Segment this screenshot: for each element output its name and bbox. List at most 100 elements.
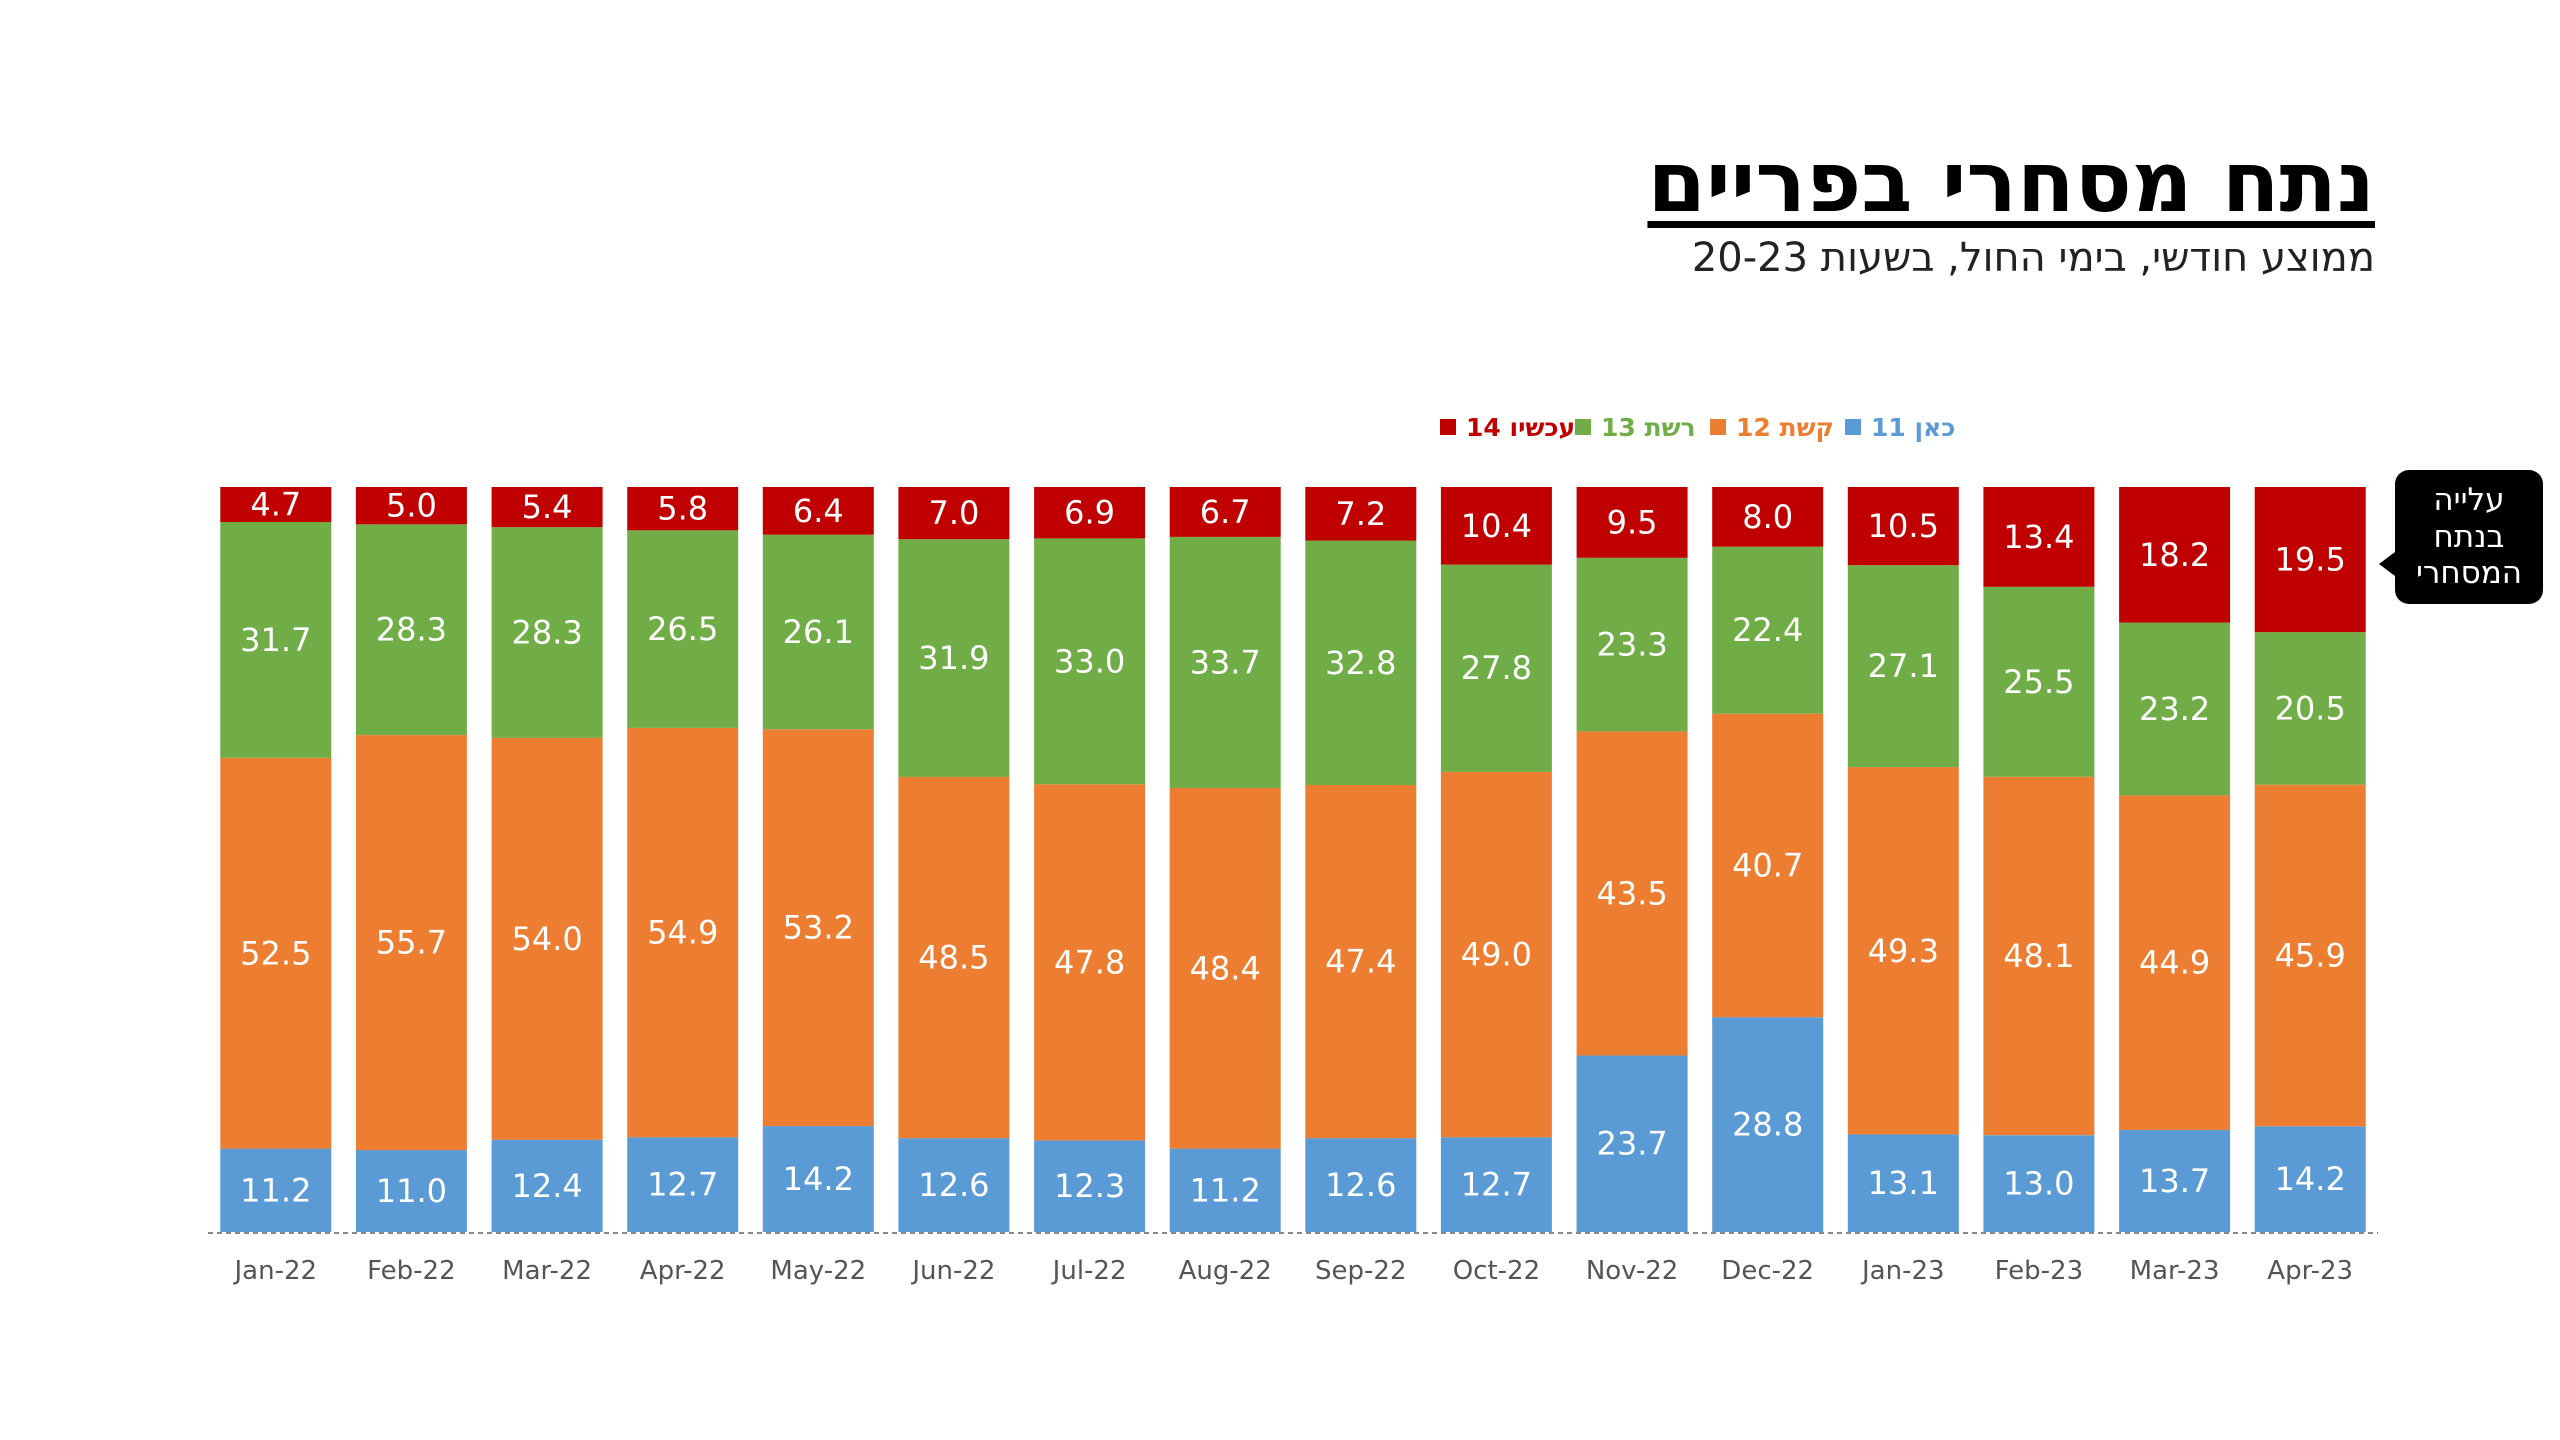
callout-box: עלייה בנתח המסחרי bbox=[2395, 470, 2543, 604]
legend-label: עכשיו 14 bbox=[1466, 413, 1575, 442]
bar-segment-2-Jan-22 bbox=[220, 757, 332, 1149]
bar-segment-2-Jan-23 bbox=[1847, 767, 1959, 1135]
bar-segment-1-Jul-22 bbox=[1034, 1140, 1146, 1232]
x-tick-label: May-22 bbox=[770, 1256, 866, 1286]
data-label: 48.4 bbox=[1190, 949, 1261, 987]
data-label: 5.0 bbox=[386, 487, 437, 525]
bar-segment-2-Mar-23 bbox=[2119, 795, 2231, 1130]
data-label: 23.3 bbox=[1596, 626, 1667, 664]
legend-swatch bbox=[1710, 419, 1726, 435]
x-tick-label: Mar-23 bbox=[2130, 1256, 2220, 1286]
data-label: 31.7 bbox=[240, 621, 311, 659]
data-label: 26.1 bbox=[783, 613, 854, 651]
data-label: 12.3 bbox=[1054, 1167, 1125, 1205]
bar-segment-1-Oct-22 bbox=[1440, 1137, 1552, 1232]
data-label: 19.5 bbox=[2275, 541, 2346, 579]
x-tick-label: Apr-22 bbox=[640, 1256, 726, 1286]
x-tick-label: Feb-23 bbox=[1995, 1256, 2084, 1286]
data-label: 23.7 bbox=[1596, 1125, 1667, 1163]
bar-segment-1-Aug-22 bbox=[1169, 1148, 1281, 1232]
bar-segment-3-Feb-22 bbox=[355, 524, 467, 735]
data-label: 12.6 bbox=[918, 1166, 989, 1204]
data-label: 40.7 bbox=[1732, 847, 1803, 885]
x-tick-label: Mar-22 bbox=[502, 1256, 592, 1286]
data-label: 54.0 bbox=[511, 920, 582, 958]
data-label: 9.5 bbox=[1607, 503, 1658, 541]
data-label: 11.0 bbox=[376, 1172, 447, 1210]
bar-segment-1-Feb-22 bbox=[355, 1150, 467, 1232]
data-label: 12.7 bbox=[1461, 1166, 1532, 1204]
bar-segment-1-May-22 bbox=[762, 1126, 874, 1232]
x-tick-label: Sep-22 bbox=[1315, 1256, 1406, 1286]
chart-legend: עכשיו 14 רשת 13 קשת 12 כאן 11 bbox=[1440, 413, 1955, 442]
chart-title: נתח מסחרי בפריים bbox=[1647, 133, 2375, 231]
data-label: 45.9 bbox=[2275, 937, 2346, 975]
data-label: 47.4 bbox=[1325, 943, 1396, 981]
data-label: 53.2 bbox=[783, 909, 854, 947]
data-label: 47.8 bbox=[1054, 943, 1125, 981]
bar-segment-4-Mar-22 bbox=[491, 487, 603, 528]
bar-segment-3-Jun-22 bbox=[898, 539, 1010, 777]
x-tick-label: Nov-22 bbox=[1586, 1256, 1679, 1286]
data-label: 14.2 bbox=[783, 1160, 854, 1198]
bar-segment-1-Apr-23 bbox=[2254, 1126, 2366, 1232]
data-label: 10.4 bbox=[1461, 507, 1532, 545]
bar-segment-4-Dec-22 bbox=[1712, 487, 1824, 547]
legend-label: קשת 12 bbox=[1736, 413, 1834, 442]
bar-segment-2-Aug-22 bbox=[1169, 788, 1281, 1149]
bar-segment-4-Jul-22 bbox=[1034, 487, 1146, 539]
x-tick-label: Jan-23 bbox=[1860, 1256, 1945, 1286]
data-label: 23.2 bbox=[2139, 690, 2210, 728]
data-label: 13.7 bbox=[2139, 1162, 2210, 1200]
x-tick-label: Aug-22 bbox=[1179, 1256, 1272, 1286]
data-label: 18.2 bbox=[2139, 536, 2210, 574]
bar-segment-4-Oct-22 bbox=[1440, 487, 1552, 565]
bar-segment-1-Dec-22 bbox=[1712, 1017, 1824, 1232]
bar-segment-2-Apr-23 bbox=[2254, 784, 2366, 1127]
bar-segment-1-Mar-22 bbox=[491, 1139, 603, 1232]
data-label: 26.5 bbox=[647, 610, 718, 648]
data-label: 28.3 bbox=[376, 611, 447, 649]
bar-segment-2-Apr-22 bbox=[627, 727, 739, 1138]
data-label: 11.2 bbox=[240, 1171, 311, 1209]
bar-segment-3-Mar-22 bbox=[491, 527, 603, 738]
bar-segment-1-Jan-22 bbox=[220, 1148, 332, 1232]
bar-segment-4-Jan-23 bbox=[1847, 487, 1959, 566]
bar-segment-1-Feb-23 bbox=[1983, 1135, 2095, 1233]
bar-segment-2-Mar-22 bbox=[491, 737, 603, 1140]
bar-segment-4-Apr-22 bbox=[627, 487, 739, 531]
data-label: 25.5 bbox=[2003, 663, 2074, 701]
data-labels-group: 11.2 52.5 31.7 4.7 11.0 55.7 28.3 5.0 12.4 54.0 28… bbox=[240, 486, 2346, 1211]
bar-segment-4-Feb-22 bbox=[355, 487, 467, 525]
data-label: 28.3 bbox=[511, 614, 582, 652]
data-label: 14.2 bbox=[2275, 1160, 2346, 1198]
bar-segment-2-May-22 bbox=[762, 729, 874, 1127]
bar-segment-1-Apr-22 bbox=[627, 1137, 739, 1232]
data-label: 20.5 bbox=[2275, 689, 2346, 727]
bar-segment-2-Dec-22 bbox=[1712, 713, 1824, 1018]
bar-segment-2-Jun-22 bbox=[898, 776, 1010, 1139]
bar-segment-3-Oct-22 bbox=[1440, 564, 1552, 772]
bar-segment-1-Mar-23 bbox=[2119, 1129, 2231, 1232]
data-label: 13.1 bbox=[1868, 1164, 1939, 1202]
data-label: 8.0 bbox=[1742, 498, 1793, 536]
data-label: 27.8 bbox=[1461, 649, 1532, 687]
data-label: 6.9 bbox=[1064, 494, 1115, 532]
bar-segment-1-Jan-23 bbox=[1847, 1134, 1959, 1232]
data-label: 28.8 bbox=[1732, 1106, 1803, 1144]
data-label: 10.5 bbox=[1868, 507, 1939, 545]
data-label: 12.6 bbox=[1325, 1166, 1396, 1204]
bar-segment-2-Feb-22 bbox=[355, 735, 467, 1151]
x-tick-label: Oct-22 bbox=[1453, 1256, 1540, 1286]
bar-segment-2-Oct-22 bbox=[1440, 771, 1552, 1138]
data-label: 22.4 bbox=[1732, 611, 1803, 649]
data-label: 6.4 bbox=[793, 492, 844, 530]
data-label: 48.5 bbox=[918, 939, 989, 977]
bar-segment-2-Feb-23 bbox=[1983, 776, 2095, 1136]
bar-segment-3-Sep-22 bbox=[1305, 540, 1417, 785]
data-label: 6.7 bbox=[1200, 493, 1251, 531]
x-axis-tick-labels: Jan-22 Feb-22 Mar-22 Apr-22 May-22 Jun-22 Jul-… bbox=[233, 1256, 2354, 1286]
bar-segment-4-May-22 bbox=[762, 487, 874, 535]
bar-segment-4-Sep-22 bbox=[1305, 487, 1417, 541]
data-label: 13.0 bbox=[2003, 1165, 2074, 1203]
